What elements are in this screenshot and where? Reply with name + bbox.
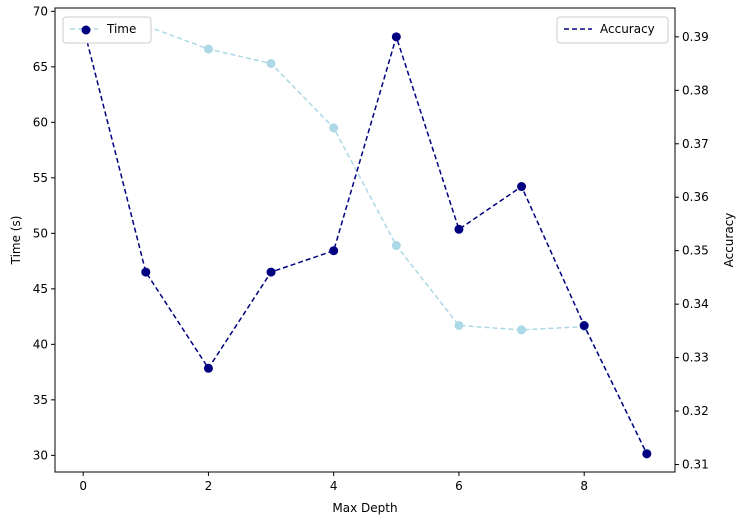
legend-time: Time — [62, 16, 152, 44]
x-tick-label-3: 6 — [455, 479, 463, 493]
x-tick-label-1: 2 — [205, 479, 213, 493]
y-left-tick-label-0: 30 — [33, 448, 48, 462]
data-point-time-3 — [266, 59, 276, 69]
y-left-tick-label-1: 35 — [33, 393, 48, 407]
legend-time-box — [62, 16, 152, 44]
y-right-tick-label-5: 0.36 — [682, 190, 709, 204]
data-point-accuracy-1 — [141, 267, 151, 277]
data-point-time-4 — [329, 123, 339, 133]
data-point-accuracy-9 — [642, 449, 652, 459]
y-left-tick-label-4: 50 — [33, 226, 48, 240]
x-tick-label-2: 4 — [330, 479, 338, 493]
legend-accuracy-label: Accuracy — [600, 22, 655, 36]
y-right-tick-label-2: 0.33 — [682, 351, 709, 365]
y-left-tick-label-3: 45 — [33, 282, 48, 296]
legend-time-label: Time — [106, 22, 136, 36]
data-point-accuracy-2 — [203, 363, 213, 373]
x-tick-label-0: 0 — [79, 479, 87, 493]
data-point-accuracy-3 — [266, 267, 276, 277]
data-point-time-2 — [203, 44, 213, 54]
series-line-time — [83, 25, 648, 454]
y-right-tick-label-1: 0.32 — [682, 404, 709, 418]
plot-area — [55, 8, 675, 472]
data-point-accuracy-8 — [579, 321, 589, 331]
y-left-tick-label-2: 40 — [33, 337, 48, 351]
y-axis-title-right: Accuracy — [722, 213, 736, 268]
plot-frame — [54, 7, 676, 473]
data-point-accuracy-5 — [391, 32, 401, 42]
data-point-time-6 — [454, 320, 464, 330]
y-left-tick-label-6: 60 — [33, 115, 48, 129]
y-axis-title-left: Time (s) — [9, 216, 23, 266]
data-point-accuracy-4 — [329, 246, 339, 256]
y-right-tick-label-4: 0.35 — [682, 244, 709, 258]
data-point-accuracy-6 — [454, 224, 464, 234]
series-line-accuracy — [82, 25, 648, 455]
legend-time-marker — [81, 25, 91, 35]
data-point-accuracy-7 — [517, 182, 527, 192]
y-right-tick-label-7: 0.38 — [682, 83, 709, 97]
data-point-time-5 — [391, 241, 401, 251]
y-right-tick-label-3: 0.34 — [682, 297, 709, 311]
y-left-tick-label-7: 65 — [33, 60, 48, 74]
data-point-time-7 — [517, 325, 527, 335]
legend-accuracy-box — [556, 16, 669, 44]
y-right-tick-label-8: 0.39 — [682, 30, 709, 44]
x-axis-title: Max Depth — [332, 501, 397, 515]
y-left-tick-label-8: 70 — [33, 4, 48, 18]
y-right-tick-label-6: 0.37 — [682, 137, 709, 151]
y-left-tick-label-5: 55 — [33, 171, 48, 185]
legend-accuracy: Accuracy — [556, 16, 669, 44]
x-tick-label-4: 8 — [580, 479, 588, 493]
y-right-tick-label-0: 0.31 — [682, 458, 709, 472]
